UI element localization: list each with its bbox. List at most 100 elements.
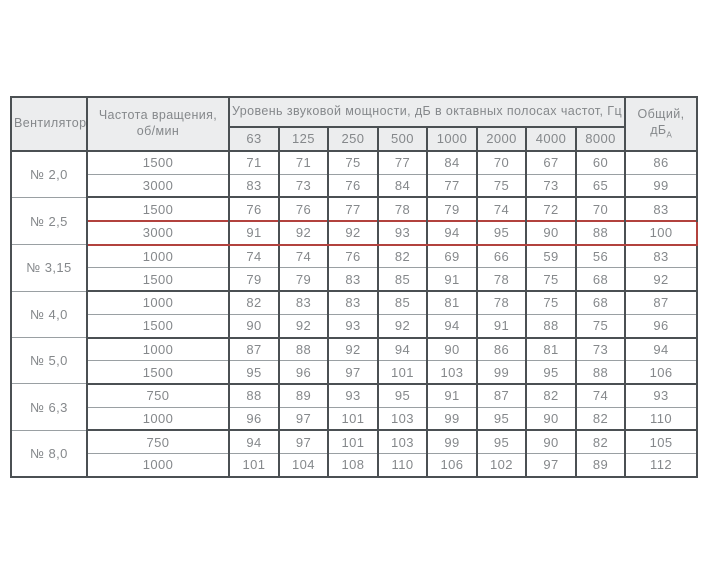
table-row: 1500 79 79 83 85 91 78 75 68 92 [11,267,699,293]
level-value: 75 [525,291,577,315]
level-value: 94 [228,430,280,454]
header-fan: Вентилятор [10,97,88,152]
level-value: 74 [278,244,329,269]
level-value: 71 [228,151,280,175]
rpm-value: 3000 [86,174,230,199]
rpm-value: 3000 [86,220,230,246]
level-value: 97 [327,360,379,385]
level-value: 77 [327,197,379,222]
fan-label: № 3,15 [10,244,88,292]
level-value: 94 [377,337,428,362]
level-value: 81 [525,337,577,362]
total-value: 110 [624,407,699,432]
total-value: 94 [624,337,699,362]
level-value: 99 [476,360,527,385]
total-value: 105 [624,430,699,454]
level-value: 95 [228,360,280,385]
header-rpm: Частота вращения, об/мин [86,97,230,152]
level-value: 90 [525,430,577,454]
level-value: 68 [574,267,627,293]
level-value: 76 [228,197,280,222]
level-value: 90 [426,337,478,362]
level-value: 73 [278,174,329,199]
total-value: 96 [624,314,699,339]
level-value: 93 [377,220,428,246]
table-row: 1000 101 104 108 110 106 102 97 89 112 [11,453,699,478]
table-row: № 8,0 750 94 97 101 103 99 95 90 82 105 [10,430,699,478]
level-value: 93 [327,383,379,408]
level-value: 72 [525,197,577,222]
level-value: 83 [278,291,329,315]
level-value: 89 [278,383,329,408]
fan-label: № 2,5 [10,197,88,246]
freq-column-2000: 2000 [476,127,527,152]
level-value: 104 [278,453,329,478]
level-value: 95 [476,407,527,432]
rpm-value: 1500 [86,267,230,293]
header-total: Общий, дБА [624,97,699,152]
level-value: 86 [476,337,527,362]
level-value: 95 [476,430,527,454]
level-value: 92 [377,314,428,339]
level-value: 87 [228,337,280,362]
level-value: 88 [574,360,627,385]
level-value: 73 [525,174,577,199]
level-value: 96 [278,360,329,385]
level-value: 87 [476,383,527,408]
table-row: № 4,0 1000 82 83 83 85 81 78 75 68 87 [10,291,699,339]
level-value: 66 [476,244,527,269]
total-value: 87 [624,291,699,315]
total-value: 99 [624,174,699,199]
level-value: 76 [327,174,379,199]
freq-column-4000: 4000 [525,127,577,152]
level-value: 102 [476,453,527,478]
level-value: 92 [278,314,329,339]
level-value: 92 [278,220,329,246]
header-total-subscript: А [666,130,672,140]
level-value: 97 [278,407,329,432]
level-value: 97 [525,453,577,478]
level-value: 92 [327,220,379,246]
level-value: 70 [476,151,527,175]
level-value: 79 [278,267,329,293]
rpm-value: 1000 [86,244,230,269]
level-value: 68 [574,291,627,315]
level-value: 108 [327,453,379,478]
level-value: 91 [426,267,478,293]
freq-column-500: 500 [377,127,428,152]
level-value: 77 [377,151,428,175]
rpm-value: 1000 [86,407,230,432]
level-value: 103 [426,360,478,385]
level-value: 103 [377,407,428,432]
level-value: 94 [426,314,478,339]
level-value: 67 [525,151,577,175]
level-value: 75 [476,174,527,199]
level-value: 82 [574,407,627,432]
level-value: 82 [228,291,280,315]
level-value: 56 [574,244,627,269]
level-value: 91 [476,314,527,339]
level-value: 59 [525,244,577,269]
freq-column-8000: 8000 [574,127,627,152]
table-row: 1000 96 97 101 103 99 95 90 82 110 [11,407,699,432]
total-value: 92 [624,267,699,293]
level-value: 75 [574,314,627,339]
level-value: 75 [525,267,577,293]
level-value: 79 [426,197,478,222]
level-value: 91 [426,383,478,408]
fan-label: № 8,0 [10,430,88,478]
fan-label: № 2,0 [10,151,88,198]
level-value: 106 [426,453,478,478]
level-value: 81 [426,291,478,315]
level-value: 74 [574,383,627,408]
table-row: 1500 90 92 93 92 94 91 88 75 96 [11,314,699,339]
total-value: 83 [624,197,699,222]
level-value: 91 [228,220,280,246]
rpm-value: 750 [86,383,230,408]
level-value: 84 [426,151,478,175]
table-row: № 6,3 750 88 89 93 95 91 87 82 74 93 [10,383,699,431]
table-row: № 2,5 1500 76 76 77 78 79 74 72 70 83 [10,197,699,246]
level-value: 95 [476,220,527,246]
level-value: 88 [228,383,280,408]
level-value: 76 [327,244,379,269]
